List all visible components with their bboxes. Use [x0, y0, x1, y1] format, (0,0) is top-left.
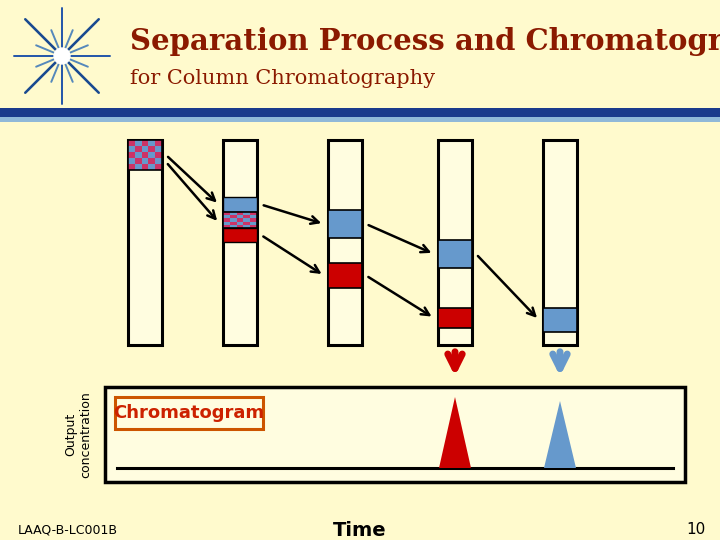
Bar: [230, 225, 237, 228]
Text: LAAQ-B-LC001B: LAAQ-B-LC001B: [18, 523, 118, 537]
Bar: [251, 221, 257, 225]
Bar: [243, 218, 251, 221]
Bar: [128, 140, 162, 170]
Bar: [438, 308, 472, 328]
Bar: [230, 218, 237, 221]
Text: for Column Chromatography: for Column Chromatography: [130, 69, 435, 87]
Bar: [251, 218, 257, 221]
Bar: [142, 140, 148, 146]
Bar: [135, 146, 142, 152]
Bar: [142, 146, 148, 152]
Text: Separation Process and Chromatogram: Separation Process and Chromatogram: [130, 28, 720, 57]
Bar: [237, 215, 243, 218]
Text: 10: 10: [687, 523, 706, 537]
Bar: [128, 140, 135, 146]
Bar: [251, 225, 257, 228]
Bar: [156, 158, 162, 164]
Bar: [0, 108, 720, 117]
Bar: [243, 221, 251, 225]
Bar: [105, 387, 685, 482]
Bar: [142, 152, 148, 158]
Bar: [223, 225, 230, 228]
Bar: [142, 158, 148, 164]
Bar: [223, 221, 230, 225]
Bar: [223, 215, 230, 218]
Bar: [148, 164, 156, 170]
Bar: [0, 0, 720, 110]
Bar: [128, 164, 135, 170]
Bar: [115, 397, 263, 429]
Bar: [237, 218, 243, 221]
Bar: [230, 215, 237, 218]
Bar: [223, 197, 257, 212]
Bar: [223, 212, 230, 215]
Bar: [156, 140, 162, 146]
Bar: [135, 164, 142, 170]
Bar: [237, 225, 243, 228]
Bar: [543, 308, 577, 332]
Bar: [237, 221, 243, 225]
Bar: [328, 210, 362, 238]
Bar: [223, 140, 257, 345]
Bar: [148, 158, 156, 164]
Bar: [438, 240, 472, 268]
Bar: [128, 146, 135, 152]
Bar: [237, 212, 243, 215]
Bar: [0, 117, 720, 122]
Bar: [230, 212, 237, 215]
Bar: [230, 221, 237, 225]
Bar: [142, 164, 148, 170]
Bar: [543, 140, 577, 345]
Bar: [135, 158, 142, 164]
Bar: [243, 225, 251, 228]
Text: Output
concentration: Output concentration: [64, 391, 92, 478]
Bar: [438, 140, 472, 345]
Bar: [148, 146, 156, 152]
Bar: [156, 146, 162, 152]
Bar: [223, 212, 257, 228]
Text: Chromatogram: Chromatogram: [114, 404, 264, 422]
Bar: [223, 228, 257, 242]
Bar: [148, 152, 156, 158]
Bar: [328, 263, 362, 288]
Bar: [251, 215, 257, 218]
Polygon shape: [544, 401, 576, 468]
Bar: [128, 158, 135, 164]
Bar: [328, 140, 362, 345]
Text: Time: Time: [333, 521, 387, 539]
Polygon shape: [439, 397, 471, 468]
Bar: [135, 140, 142, 146]
Bar: [223, 218, 230, 221]
Bar: [243, 215, 251, 218]
Bar: [128, 140, 162, 345]
Bar: [128, 152, 135, 158]
Circle shape: [54, 48, 70, 64]
Bar: [156, 152, 162, 158]
Bar: [148, 140, 156, 146]
Bar: [243, 212, 251, 215]
Bar: [156, 164, 162, 170]
Bar: [135, 152, 142, 158]
Bar: [251, 212, 257, 215]
